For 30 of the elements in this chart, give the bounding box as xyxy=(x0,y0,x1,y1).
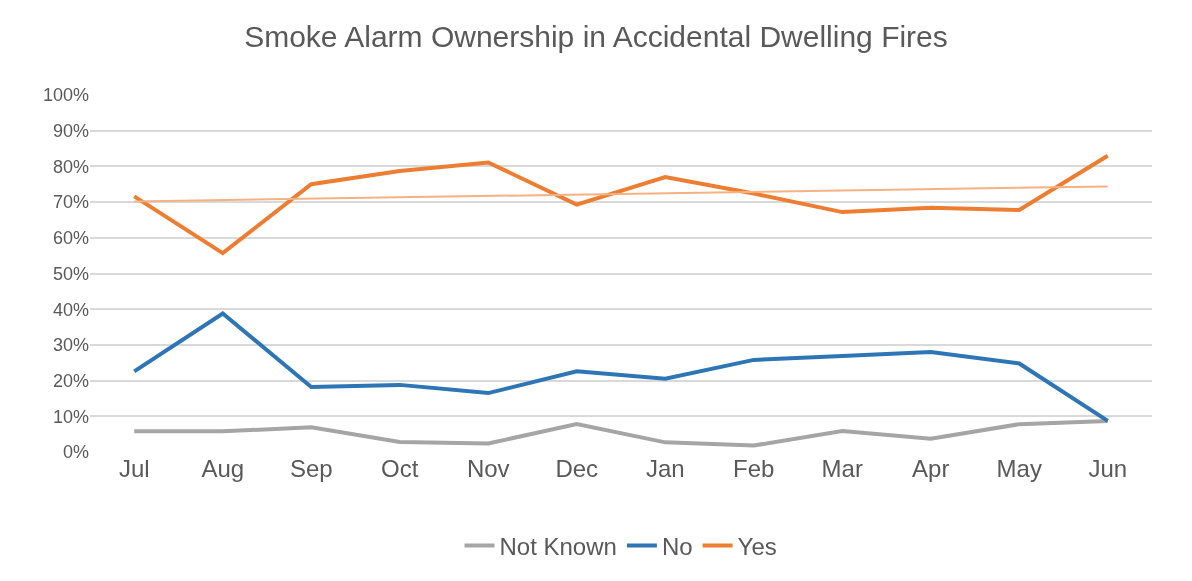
line-series xyxy=(132,311,1110,423)
x-tick-label: Nov xyxy=(466,455,510,482)
x-tick-label: Oct xyxy=(381,455,419,482)
y-tick-label: 0% xyxy=(62,442,89,463)
x-tick-label: Dec xyxy=(555,455,599,482)
x-tick-label: Apr xyxy=(912,455,950,482)
x-tick-label: Mar xyxy=(821,455,863,482)
line-series xyxy=(132,418,1110,448)
legend-label: No xyxy=(661,532,693,560)
legend-label: Not Known xyxy=(499,532,617,560)
x-tick-label: Feb xyxy=(733,455,775,482)
y-tick-label: 80% xyxy=(52,156,89,177)
line-series xyxy=(132,153,1110,256)
x-tick-label: Jan xyxy=(645,455,685,482)
x-tick-label: Aug xyxy=(201,455,245,482)
chart-title: Smoke Alarm Ownership in Accidental Dwelling Fires xyxy=(244,20,948,54)
x-tick-label: Sep xyxy=(289,455,333,482)
x-tick-label: Jun xyxy=(1088,455,1128,482)
y-tick-label: 70% xyxy=(52,192,89,213)
y-tick-label: 30% xyxy=(52,335,89,356)
y-tick-label: 20% xyxy=(52,370,89,391)
y-tick-label: 10% xyxy=(52,406,89,427)
x-tick-label: Jul xyxy=(118,455,150,482)
y-tick-label: 60% xyxy=(52,228,89,249)
x-tick-label: May xyxy=(996,455,1042,482)
y-tick-label: 90% xyxy=(52,121,89,141)
legend-label: Yes xyxy=(737,532,777,560)
y-tick-label: 40% xyxy=(52,299,89,320)
y-tick-label: 100% xyxy=(42,85,89,106)
y-tick-label: 50% xyxy=(52,263,89,284)
